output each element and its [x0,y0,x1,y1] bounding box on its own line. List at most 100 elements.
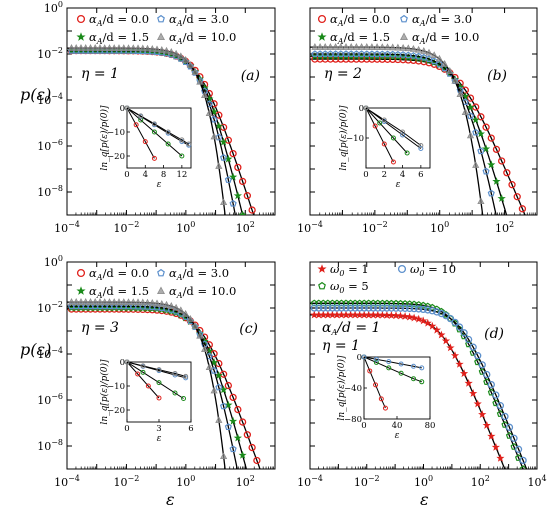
inset-x-label: ε [157,180,162,190]
data-point [363,43,371,50]
data-point [400,312,410,320]
data-point [162,300,171,308]
legend-label: αA/d = 3.0 [169,266,229,282]
panel-annotation: η = 1 [81,66,119,82]
inset-point [186,141,192,147]
data-point [186,60,194,68]
data-point [86,298,95,305]
inset-point [373,359,379,365]
inset-y-tick-label: −40 [344,384,362,394]
data-point [394,43,402,51]
data-point [482,123,490,131]
inset-point [367,368,373,374]
data-point [424,302,432,310]
inset-point [151,129,157,135]
data-point [201,345,209,353]
data-point [414,314,423,323]
data-point [333,304,341,312]
inset-x-tick-label: 0 [124,424,129,434]
data-point [101,298,109,305]
inset-fit-line [365,107,394,163]
data-point [215,416,223,423]
data-point [374,304,382,312]
data-point [435,54,443,62]
inset-point [381,117,387,123]
data-point [310,304,318,312]
data-point [419,316,428,325]
panel-label: (d) [484,326,504,342]
data-point [110,44,118,51]
inset-point [135,371,141,377]
data-point [405,312,414,321]
y-tick-label: 10−2 [37,46,63,61]
inset-x-tick-label: 80 [425,421,436,431]
data-point [437,330,446,339]
inset-x-label: ε [396,180,401,190]
data-point [481,144,491,153]
inset-point [398,361,404,367]
data-point [229,172,238,181]
data-point [496,401,505,410]
data-point [321,43,329,50]
inset-x-tick-label: 8 [161,170,166,180]
legend-label: ω0 = 10 [410,262,456,278]
data-point [423,318,432,327]
plot-frame [309,7,538,216]
data-point [91,44,99,51]
inset-fit-line [126,361,160,399]
x-tick-label: 10−4 [297,220,323,235]
legend-marker [317,32,327,41]
x-tick-label: 10−2 [114,220,140,235]
data-point [513,193,521,201]
inset-y-label: ln_q[p(ε)/p(0)] [99,359,110,425]
inset-point [381,141,387,147]
data-point [148,299,156,306]
data-point [346,304,355,312]
data-point [473,399,482,408]
data-point [148,45,156,52]
data-point [478,410,487,419]
data-point [498,157,506,165]
inset-x-tick-label: 2 [382,170,387,180]
inset-point [386,359,392,365]
data-point [342,43,350,50]
data-point [328,304,337,312]
data-point [466,102,475,111]
data-point [143,44,152,52]
data-point [456,90,464,98]
data-point [415,305,423,313]
data-point [419,305,427,314]
data-point [492,177,501,185]
data-point [482,167,490,175]
data-point [409,44,417,52]
x-tick-label: 10−4 [54,474,80,489]
x-tick-label: 102 [471,474,490,489]
data-point [455,359,464,368]
data-point [492,145,501,154]
panel-d: 10−4 10−2 100 102 104 ω0 = 1 ω0 = 10 ω0 = 5 αA/d… [297,261,547,489]
panel-c: 10−4 10−2 100 102 100 10−2 10−4 10−6 10−8 αA/d = … [37,254,276,489]
legend-marker [317,14,327,24]
panel-label: (b) [487,68,507,84]
inset-x-tick-label: 0 [361,421,366,431]
inset-frame [365,107,431,169]
data-point [487,189,495,197]
inset-y-label: ln_q[p(ε)/p(0)] [336,355,347,421]
data-point [201,91,209,99]
x-tick-label: 100 [430,220,449,235]
inset-x-tick-label: 12 [176,170,187,180]
inset-point [156,380,162,386]
inset-point [373,356,379,362]
data-point [483,370,491,379]
data-point [510,434,518,442]
data-point [469,343,477,351]
inset-y-tick-label: −10 [107,382,125,392]
data-point [487,380,495,389]
data-point [497,194,506,202]
data-point [167,302,175,309]
legend-marker [157,286,165,295]
x-tick-label: 10−4 [297,474,323,489]
data-point [158,300,166,307]
data-point [105,44,114,51]
data-point [415,45,423,53]
